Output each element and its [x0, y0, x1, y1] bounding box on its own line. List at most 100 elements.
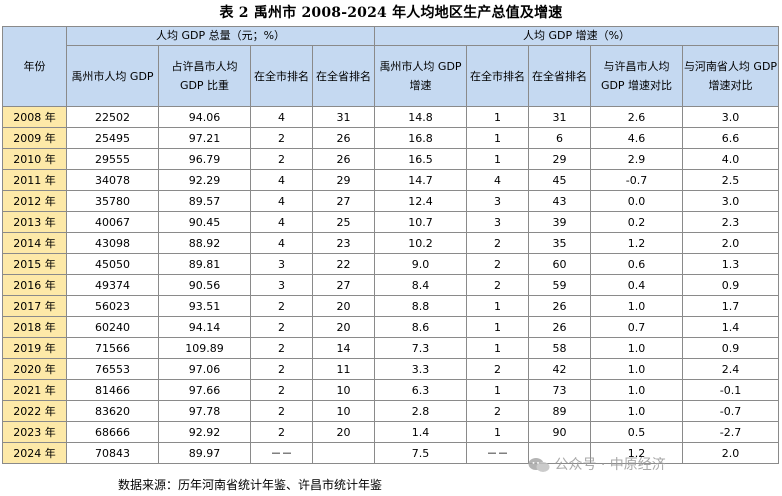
table-row: 2021 年 81466 97.66 2 10 6.3 1 73 1.0 -0.1	[2, 379, 779, 401]
data-cell: 22502	[66, 106, 159, 128]
data-cell: 81466	[66, 379, 159, 401]
data-cell: 92.29	[158, 169, 251, 191]
data-cell: 26	[312, 127, 375, 149]
data-cell: 4	[250, 190, 313, 212]
data-cell: 68666	[66, 421, 159, 443]
data-cell: 2.8	[374, 400, 467, 422]
header-col-6: 在全市排名	[466, 45, 529, 107]
data-cell: 35780	[66, 190, 159, 212]
data-cell: 1	[466, 379, 529, 401]
data-cell: 58	[528, 337, 591, 359]
data-cell: 27	[312, 190, 375, 212]
data-cell: 11	[312, 358, 375, 380]
year-cell: 2017 年	[2, 295, 67, 317]
data-cell: 1.0	[590, 379, 683, 401]
data-cell: 97.66	[158, 379, 251, 401]
data-cell: 2	[250, 295, 313, 317]
data-cell: 31	[312, 106, 375, 128]
data-cell: 97.06	[158, 358, 251, 380]
data-cell: 1.4	[682, 316, 779, 338]
data-cell: 76553	[66, 358, 159, 380]
data-cell: -0.7	[590, 169, 683, 191]
year-cell: 2024 年	[2, 442, 67, 464]
table-row: 2019 年 71566 109.89 2 14 7.3 1 58 1.0 0.9	[2, 337, 779, 359]
header-col-7: 在全省排名	[528, 45, 591, 107]
data-cell: 0.5	[590, 421, 683, 443]
data-cell: 0.9	[682, 274, 779, 296]
year-cell: 2009 年	[2, 127, 67, 149]
header-col-9: 与河南省人均 GDP 增速对比	[682, 45, 779, 107]
data-cell: 2	[250, 337, 313, 359]
data-cell: 90.56	[158, 274, 251, 296]
data-cell: 40067	[66, 211, 159, 233]
data-cell: 2	[466, 232, 529, 254]
table-row: 2016 年 49374 90.56 3 27 8.4 2 59 0.4 0.9	[2, 274, 779, 296]
data-cell: 3.0	[682, 106, 779, 128]
data-cell: 2	[250, 127, 313, 149]
data-cell: 29	[528, 148, 591, 170]
data-cell: 3.0	[682, 190, 779, 212]
watermark: 公众号 · 中原经济	[528, 454, 778, 476]
header-col-4: 在全省排名	[312, 45, 375, 107]
data-cell: 8.8	[374, 295, 467, 317]
data-cell: 9.0	[374, 253, 467, 275]
table-body: 2008 年 22502 94.06 4 31 14.8 1 31 2.6 3.0 2009 年 25…	[2, 106, 779, 464]
data-cell: 25495	[66, 127, 159, 149]
year-cell: 2020 年	[2, 358, 67, 380]
data-cell: 1	[466, 127, 529, 149]
table-row: 2020 年 76553 97.06 2 11 3.3 2 42 1.0 2.4	[2, 358, 779, 380]
data-cell: 10.7	[374, 211, 467, 233]
data-cell: 1.0	[590, 337, 683, 359]
data-cell: －－	[250, 442, 313, 464]
year-cell: 2014 年	[2, 232, 67, 254]
header-col-3: 在全市排名	[250, 45, 313, 107]
header-group-total: 人均 GDP 总量（元；%）	[66, 26, 375, 46]
data-cell: 1.4	[374, 421, 467, 443]
data-cell: 26	[528, 295, 591, 317]
data-cell	[312, 442, 375, 464]
data-cell: 0.9	[682, 337, 779, 359]
table-row: 2014 年 43098 88.92 4 23 10.2 2 35 1.2 2.0	[2, 232, 779, 254]
table-row: 2012 年 35780 89.57 4 27 12.4 3 43 0.0 3.0	[2, 190, 779, 212]
data-cell: 88.92	[158, 232, 251, 254]
data-cell: 1.0	[590, 358, 683, 380]
data-cell: 94.06	[158, 106, 251, 128]
data-cell: 7.5	[374, 442, 467, 464]
data-cell: 93.51	[158, 295, 251, 317]
data-cell: 1.2	[590, 442, 683, 464]
data-cell: 1.0	[590, 295, 683, 317]
year-cell: 2023 年	[2, 421, 67, 443]
table-row: 2009 年 25495 97.21 2 26 16.8 1 6 4.6 6.6	[2, 127, 779, 149]
table-row: 2010 年 29555 96.79 2 26 16.5 1 29 2.9 4.0	[2, 148, 779, 170]
data-cell: 42	[528, 358, 591, 380]
data-cell: 0.4	[590, 274, 683, 296]
year-cell: 2019 年	[2, 337, 67, 359]
year-cell: 2011 年	[2, 169, 67, 191]
data-cell: 60	[528, 253, 591, 275]
data-cell: 1.7	[682, 295, 779, 317]
data-cell: 2	[250, 316, 313, 338]
header-col-5: 禹州市人均 GDP 增速	[374, 45, 467, 107]
data-cell: 20	[312, 316, 375, 338]
data-cell: 0.0	[590, 190, 683, 212]
data-cell: 4.6	[590, 127, 683, 149]
data-cell: 6.6	[682, 127, 779, 149]
data-cell: 2.0	[682, 442, 779, 464]
data-cell: 4.0	[682, 148, 779, 170]
data-cell: 6	[528, 127, 591, 149]
year-cell: 2013 年	[2, 211, 67, 233]
data-cell: 10.2	[374, 232, 467, 254]
data-cell: 1	[466, 106, 529, 128]
data-cell: 0.7	[590, 316, 683, 338]
table-title: 表 2 禹州市 2008-2024 年人均地区生产总值及增速	[219, 5, 563, 21]
year-cell: 2010 年	[2, 148, 67, 170]
data-cell: 97.21	[158, 127, 251, 149]
table-row: 2023 年 68666 92.92 2 20 1.4 1 90 0.5 -2.7	[2, 421, 779, 443]
data-cell: -2.7	[682, 421, 779, 443]
data-cell: -0.1	[682, 379, 779, 401]
data-cell: 2.0	[682, 232, 779, 254]
data-cell: 2	[250, 421, 313, 443]
data-cell: 29	[312, 169, 375, 191]
data-cell: 2	[466, 274, 529, 296]
data-cell: 2.3	[682, 211, 779, 233]
